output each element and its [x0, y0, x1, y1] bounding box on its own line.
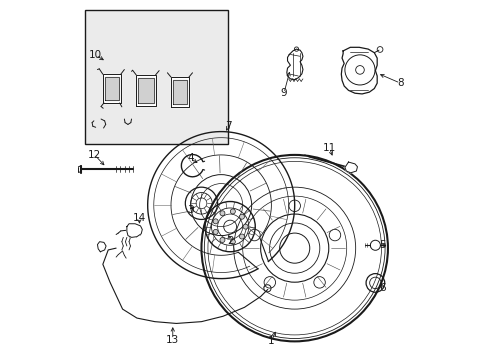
Text: 9: 9: [280, 88, 286, 98]
Circle shape: [220, 238, 224, 243]
Text: 1: 1: [267, 336, 274, 346]
Polygon shape: [126, 224, 142, 237]
Polygon shape: [344, 162, 357, 173]
Circle shape: [230, 239, 235, 244]
Circle shape: [264, 276, 275, 288]
Text: 11: 11: [322, 143, 335, 153]
Circle shape: [248, 229, 260, 241]
Circle shape: [230, 209, 235, 214]
Polygon shape: [171, 77, 188, 107]
Circle shape: [313, 276, 325, 288]
Text: 3: 3: [187, 206, 194, 216]
Circle shape: [328, 229, 340, 241]
Text: 10: 10: [89, 50, 102, 60]
Bar: [85, 10, 228, 144]
Text: 6: 6: [379, 283, 385, 293]
Circle shape: [220, 211, 224, 216]
Text: 2: 2: [226, 236, 233, 246]
Polygon shape: [136, 75, 155, 105]
Polygon shape: [286, 49, 303, 80]
Polygon shape: [341, 47, 376, 94]
Polygon shape: [104, 77, 119, 100]
Text: 7: 7: [224, 121, 231, 131]
Text: 5: 5: [379, 240, 385, 250]
Circle shape: [213, 219, 218, 224]
Text: 8: 8: [396, 78, 403, 88]
Circle shape: [288, 200, 300, 212]
Circle shape: [239, 214, 244, 219]
Polygon shape: [138, 78, 154, 103]
Circle shape: [239, 234, 244, 239]
Polygon shape: [102, 74, 121, 103]
Circle shape: [213, 229, 218, 234]
Text: 14: 14: [133, 213, 146, 222]
Circle shape: [243, 224, 247, 229]
Text: 4: 4: [187, 153, 194, 163]
Polygon shape: [172, 80, 187, 104]
Text: 12: 12: [88, 150, 101, 160]
Text: 13: 13: [166, 334, 179, 345]
